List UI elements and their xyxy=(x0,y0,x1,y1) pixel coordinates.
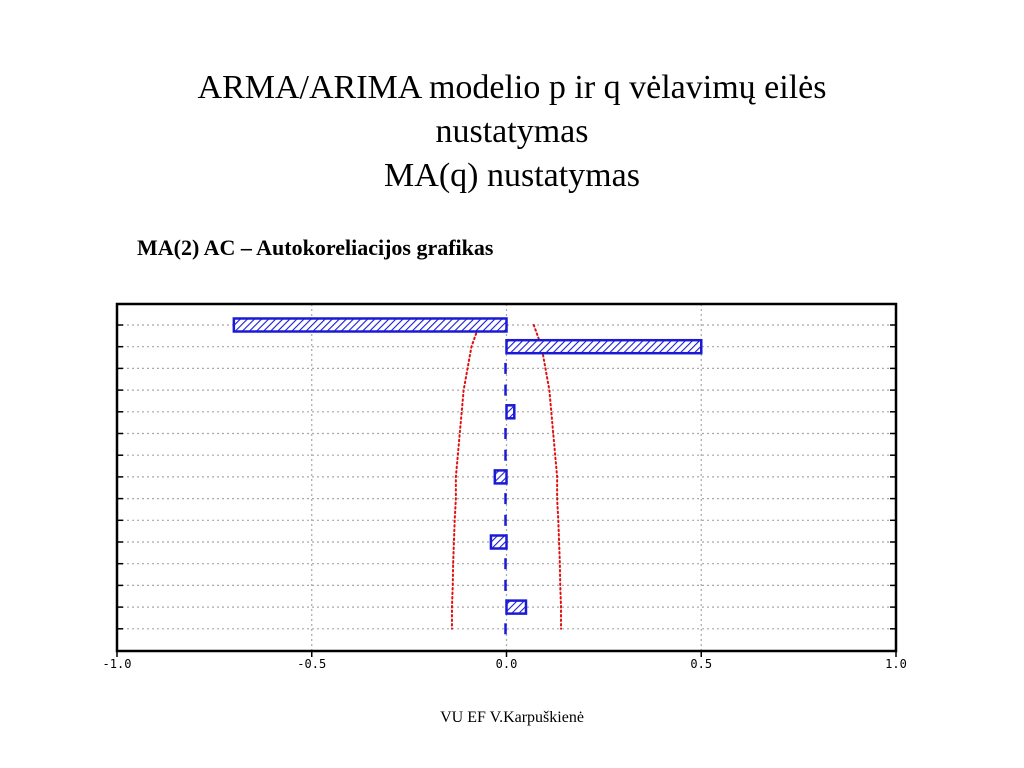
x-tick-label: 1.0 xyxy=(885,657,907,671)
bar-lag-2 xyxy=(505,338,703,355)
x-tick-label: 0.5 xyxy=(690,657,712,671)
slide-title-line: ARMA/ARIMA modelio p ir q vėlavimų eilės xyxy=(197,69,827,106)
bar-lag-8 xyxy=(493,469,508,485)
slide-title: ARMA/ARIMA modelio p ir q vėlavimų eilės… xyxy=(0,66,1024,198)
slide-footer: VU EF V.Karpuškienė xyxy=(440,709,584,726)
slide-title-line: nustatymas xyxy=(435,113,589,150)
bar-lag-1 xyxy=(232,317,508,333)
lower-confidence-bound xyxy=(450,324,481,630)
bar-lag-14 xyxy=(505,599,528,615)
slide-title-line: MA(q) nustatymas xyxy=(384,157,640,194)
upper-confidence-bound xyxy=(532,324,563,630)
bar-series xyxy=(232,317,703,635)
bar-lag-5 xyxy=(505,404,516,420)
x-tick-label: -1.0 xyxy=(103,657,132,671)
x-tick-label: 0.0 xyxy=(496,657,518,671)
confidence-bounds xyxy=(450,324,563,630)
x-tick-label: -0.5 xyxy=(297,657,326,671)
bar-lag-11 xyxy=(489,534,508,550)
chart-subtitle: MA(2) AC – Autokoreliacijos grafikas xyxy=(137,235,494,260)
x-axis: -1.0 -0.5 0.0 0.5 1.0 xyxy=(103,324,907,671)
